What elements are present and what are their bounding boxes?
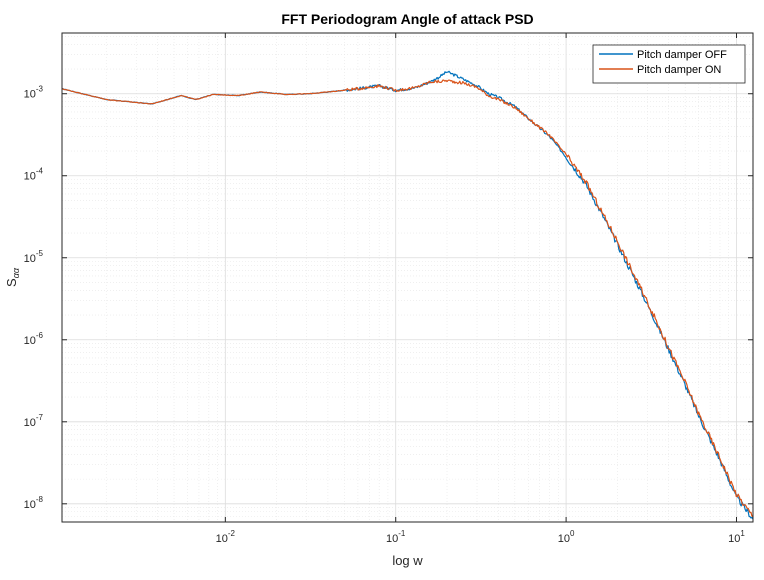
- y-axis-label-main: S: [4, 278, 19, 287]
- y-axis-label-subscript: αα: [11, 267, 21, 278]
- legend-entry-label: Pitch damper OFF: [637, 49, 727, 61]
- axis-ticks: 10-2 10-1 100 101 10-8 10-7 10-6 10-5 10-4 10-3: [24, 33, 753, 545]
- x-tick-label: 10-1: [386, 529, 406, 545]
- y-axis-label: Sαα: [4, 267, 21, 287]
- chart-title: FFT Periodogram Angle of attack PSD: [281, 11, 533, 27]
- x-tick-label: 100: [558, 529, 575, 545]
- series-lines: [61, 70, 754, 520]
- x-tick-label: 101: [728, 529, 745, 545]
- series-line-pitch-damper-on: [61, 79, 754, 518]
- x-axis-label: log w: [392, 553, 423, 568]
- legend-box: [592, 44, 746, 84]
- y-tick-label: 10-4: [24, 167, 44, 183]
- y-tick-label: 10-5: [24, 249, 44, 265]
- grid: [62, 33, 753, 523]
- axes-frame: [61, 32, 754, 523]
- y-tick-label: 10-7: [24, 413, 44, 429]
- y-tick-label: 10-8: [24, 495, 44, 511]
- legend: Pitch damper OFF Pitch damper ON: [592, 44, 746, 84]
- y-tick-label: 10-6: [24, 331, 44, 347]
- legend-entry-label: Pitch damper ON: [637, 64, 721, 76]
- svg-text:Sαα: Sαα: [4, 267, 21, 287]
- y-tick-label: 10-3: [24, 85, 44, 101]
- x-tick-label: 10-2: [216, 529, 236, 545]
